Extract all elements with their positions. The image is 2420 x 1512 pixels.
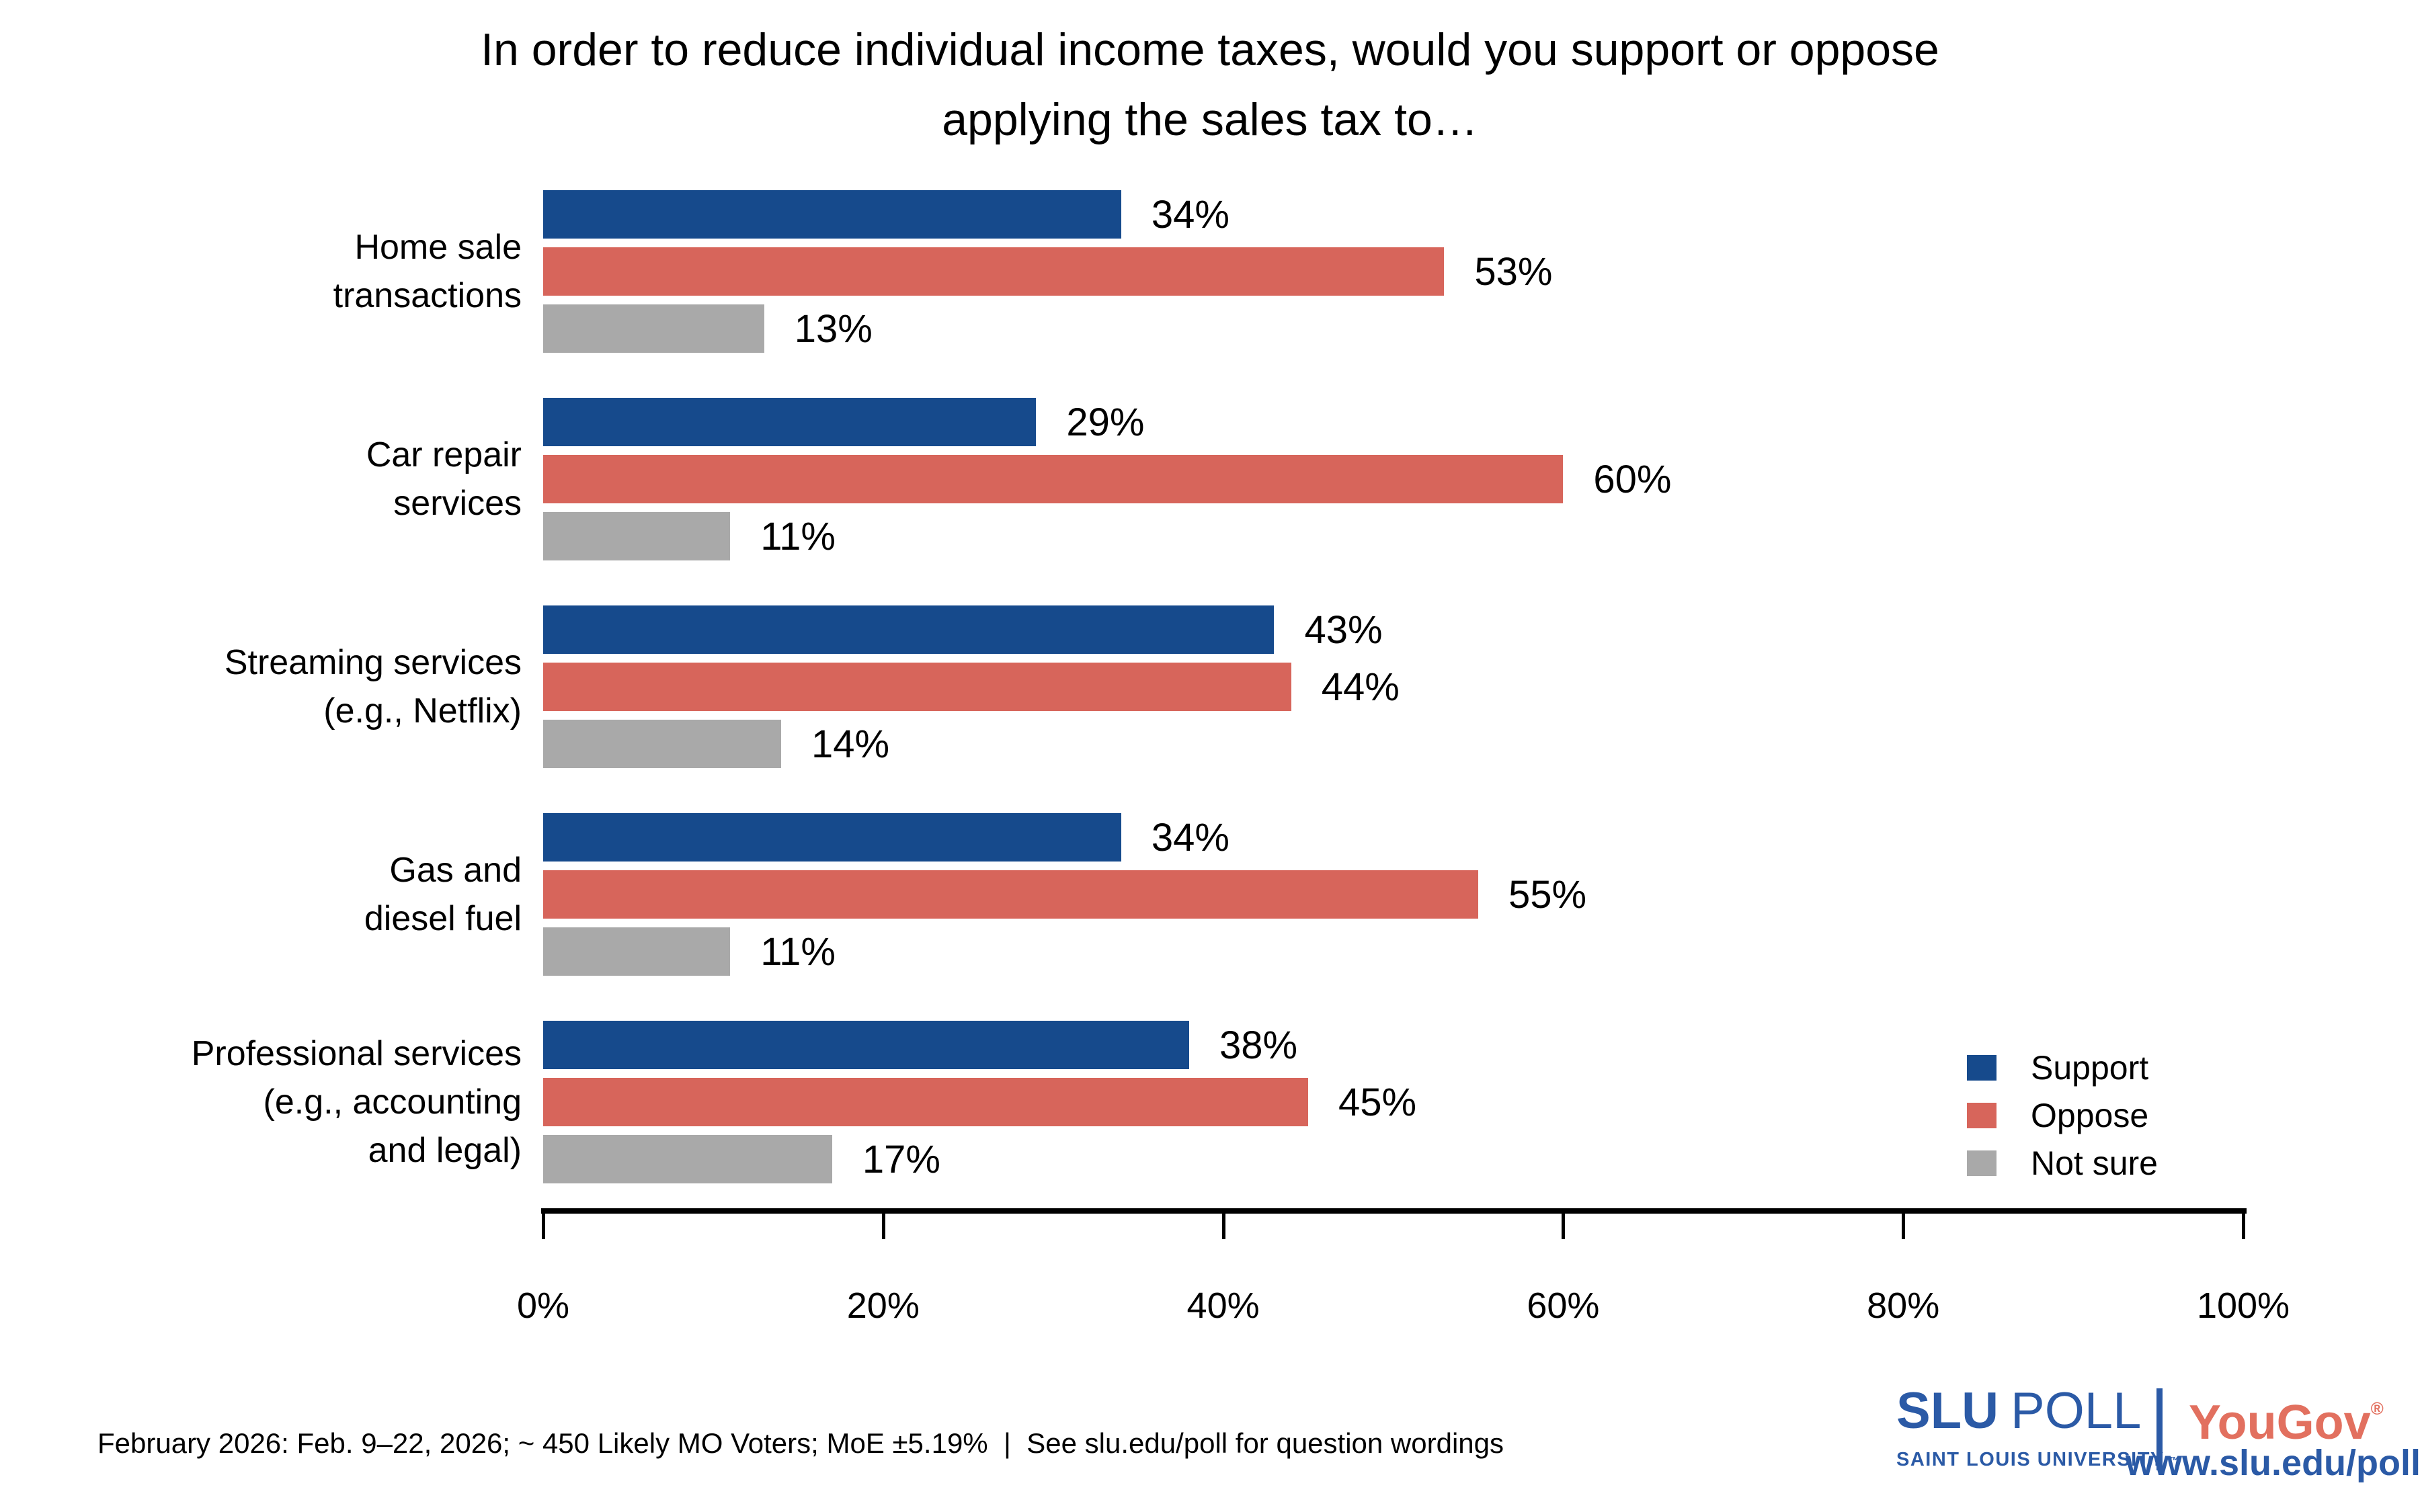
slu-poll-logo: SLU POLL: [1896, 1384, 2141, 1438]
bar-support: [543, 1021, 1190, 1069]
legend-label: Oppose: [2031, 1097, 2149, 1134]
bar-support: [543, 813, 1121, 862]
value-label: 43%: [1304, 607, 1383, 652]
university-name: SAINT LOUIS UNIVERSITY.: [1896, 1449, 2169, 1470]
logo-divider: [2156, 1388, 2163, 1470]
value-label: 38%: [1219, 1023, 1298, 1067]
legend-label: Support: [2031, 1049, 2149, 1087]
x-axis-tick-label: 80%: [1867, 1286, 1940, 1326]
bar-support: [543, 398, 1037, 446]
bar-support: [543, 190, 1121, 239]
category-label: Car repair services: [366, 435, 522, 523]
bar-oppose: [543, 870, 1478, 919]
registered-symbol: ®: [2370, 1398, 2384, 1419]
x-axis-tick-label: 0%: [516, 1286, 570, 1326]
poll-logo-text: POLL: [2011, 1382, 2142, 1439]
bar-not-sure: [543, 1135, 832, 1183]
slu-logo-text: SLU: [1896, 1382, 1999, 1439]
bar-oppose: [543, 1078, 1309, 1126]
saint-louis-university-text: SAINT LOUIS UNIVERSITY.™: [1896, 1449, 2181, 1471]
x-axis-tick-label: 60%: [1527, 1286, 1600, 1326]
chart-title: In order to reduce individual income tax…: [0, 15, 2420, 155]
x-axis-tick: [2242, 1208, 2245, 1239]
bar-support: [543, 605, 1275, 654]
x-axis-tick-label: 40%: [1186, 1286, 1260, 1326]
bar-oppose: [543, 455, 1564, 503]
x-axis-tick-label: 20%: [846, 1286, 920, 1326]
footer-note: February 2026: Feb. 9–22, 2026; ~ 450 Li…: [97, 1427, 1504, 1459]
slu-poll-url: www.slu.edu/poll: [2126, 1443, 2420, 1483]
legend-label: Not sure: [2031, 1144, 2158, 1182]
bar-oppose: [543, 247, 1445, 296]
yougov-logo: YouGov®: [2189, 1382, 2384, 1450]
value-label: 11%: [760, 929, 836, 974]
category-label: Gas and diesel fuel: [364, 851, 522, 938]
bar-not-sure: [543, 512, 731, 560]
bar-oppose: [543, 663, 1291, 711]
value-label: 11%: [760, 514, 836, 558]
x-axis-tick: [881, 1208, 885, 1239]
bar-not-sure: [543, 927, 731, 976]
value-label: 53%: [1474, 249, 1553, 294]
x-axis-tick: [542, 1208, 545, 1239]
x-axis-line: [541, 1208, 2247, 1214]
x-axis-tick: [1221, 1208, 1225, 1239]
x-axis-tick-label: 100%: [2196, 1286, 2290, 1326]
bar-not-sure: [543, 304, 764, 353]
x-axis-tick: [1902, 1208, 1906, 1239]
value-label: 45%: [1338, 1080, 1417, 1124]
trademark-symbol: ™: [2169, 1456, 2181, 1467]
legend-swatch-oppose: [1967, 1103, 1997, 1128]
value-label: 55%: [1508, 872, 1587, 917]
bar-not-sure: [543, 720, 782, 768]
chart-title-line1: In order to reduce individual income tax…: [481, 24, 1939, 75]
yougov-logo-text: YouGov: [2189, 1396, 2371, 1450]
legend-swatch-not-sure: [1967, 1150, 1997, 1176]
value-label: 13%: [794, 306, 873, 351]
value-label: 34%: [1151, 192, 1229, 237]
value-label: 29%: [1066, 400, 1145, 444]
category-label: Streaming services (e.g., Netflix): [224, 643, 522, 730]
legend-swatch-support: [1967, 1055, 1997, 1081]
value-label: 60%: [1593, 457, 1672, 501]
value-label: 44%: [1321, 665, 1400, 709]
value-label: 14%: [811, 722, 890, 766]
x-axis-tick: [1562, 1208, 1566, 1239]
value-label: 17%: [862, 1137, 941, 1181]
value-label: 34%: [1151, 815, 1229, 859]
category-label: Home sale transactions: [333, 228, 522, 315]
category-label: Professional services (e.g., accounting …: [191, 1034, 522, 1170]
chart-title-line2: applying the sales tax to…: [942, 94, 1478, 145]
